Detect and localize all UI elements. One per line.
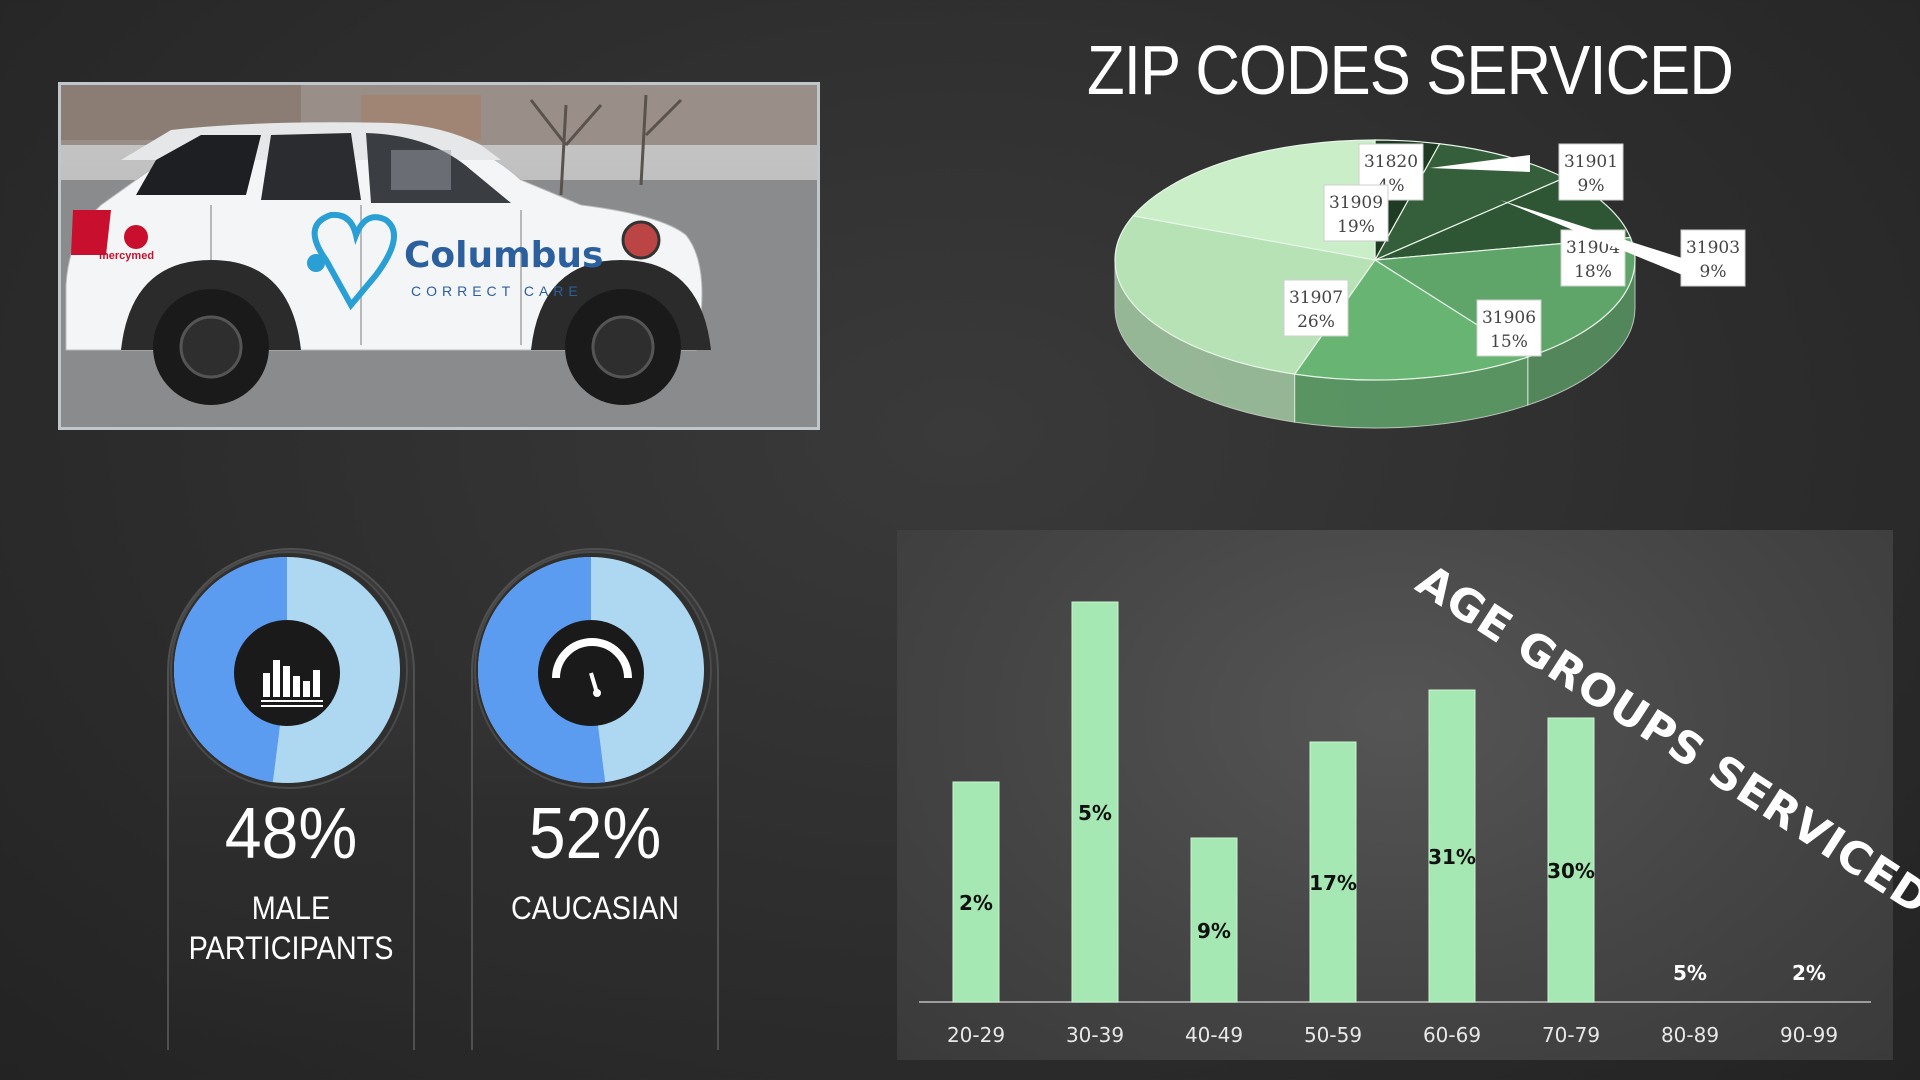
pie-label-pct: 15% [1490, 332, 1528, 352]
male-participants-stat: 48% MALE PARTICIPANTS [167, 548, 417, 1050]
caucasian-label: CAUCASIAN [483, 888, 706, 928]
male-label-line2: PARTICIPANTS [188, 930, 394, 966]
caucasian-donut-chart [474, 551, 712, 789]
vehicle-photo: Columbus CORRECT CARE mercymed [58, 82, 820, 430]
male-label: MALE PARTICIPANTS [179, 888, 402, 968]
bar-value-label: 9% [1197, 919, 1231, 943]
pie-chart-title: ZIP CODES SERVICED [1087, 31, 1734, 109]
pie-label-31901: 31901 9% [1558, 143, 1624, 201]
pie-label-31906: 31906 15% [1476, 299, 1542, 357]
bar-value-label: 5% [1673, 961, 1707, 985]
pie-label-pct: 9% [1700, 262, 1727, 282]
age-groups-bar-panel: 2% 20-29 5% 30-39 9% 40-49 17% 50-59 31% 60-69 30%… [897, 530, 1893, 1060]
bar-60-69 [1428, 689, 1476, 1003]
pie-label-zip: 31903 [1686, 238, 1740, 258]
pie-label-zip: 31901 [1564, 152, 1618, 172]
male-label-line1: MALE [251, 890, 331, 926]
pie-label-zip: 31820 [1364, 152, 1418, 172]
vehicle-logo-text: Columbus [404, 235, 604, 276]
pie-label-31909: 31909 19% [1323, 184, 1389, 242]
bar-30-39 [1071, 601, 1119, 1003]
male-donut-chart [170, 551, 408, 789]
bar-value-label: 5% [1078, 801, 1112, 825]
bar-50-59 [1309, 741, 1357, 1003]
pie-slice-31909 [1132, 139, 1376, 261]
pie-label-pct: 19% [1337, 217, 1375, 237]
bar-value-label: 31% [1428, 845, 1476, 869]
vehicle-logo-subtext: CORRECT CARE [411, 283, 583, 299]
pie-label-31907: 31907 26% [1283, 279, 1349, 337]
bar-chart-icon [261, 660, 323, 707]
age-groups-bar-chart: 2% 20-29 5% 30-39 9% 40-49 17% 50-59 31% 60-69 30%… [919, 601, 1871, 1047]
x-tick-label: 70-79 [1542, 1023, 1600, 1047]
pie-label-zip: 31906 [1482, 308, 1536, 328]
x-tick-label: 30-39 [1066, 1023, 1124, 1047]
donut-segment [173, 557, 287, 783]
pie-label-pct: 9% [1578, 176, 1605, 196]
bar-20-29 [952, 781, 1000, 1003]
bar-70-79 [1547, 717, 1595, 1003]
pie-leader-31903 [1500, 200, 1685, 276]
x-tick-label: 80-89 [1661, 1023, 1719, 1047]
zip-codes-pie-chart: 318204%319019%319039%3190418%3190615%319… [1114, 139, 1746, 429]
x-tick-label: 90-99 [1780, 1023, 1838, 1047]
pie-label-pct: 26% [1297, 312, 1335, 332]
x-tick-label: 60-69 [1423, 1023, 1481, 1047]
pie-label-zip: 31907 [1289, 288, 1343, 308]
pie-label-31903: 31903 9% [1680, 229, 1746, 287]
x-tick-label: 50-59 [1304, 1023, 1362, 1047]
x-tick-label: 20-29 [947, 1023, 1005, 1047]
pie-leader-31901 [1430, 155, 1530, 172]
caucasian-percent: 52% [528, 794, 662, 874]
bar-value-label: 2% [959, 891, 993, 915]
rear-logo-text: mercymed [99, 250, 155, 262]
caucasian-label-line1: CAUCASIAN [510, 890, 680, 926]
bar-value-label: 2% [1792, 961, 1826, 985]
pie-label-pct: 18% [1574, 262, 1612, 282]
gauge-icon [552, 638, 632, 697]
pie-label-zip: 31909 [1329, 193, 1383, 213]
pie-slice-31906 [1293, 259, 1530, 381]
x-tick-label: 40-49 [1185, 1023, 1243, 1047]
caucasian-stat: 52% CAUCASIAN [471, 548, 721, 1050]
male-percent: 48% [224, 794, 358, 874]
bar-value-label: 30% [1547, 859, 1595, 883]
bar-value-label: 17% [1309, 871, 1357, 895]
bar-40-49 [1190, 837, 1238, 1003]
